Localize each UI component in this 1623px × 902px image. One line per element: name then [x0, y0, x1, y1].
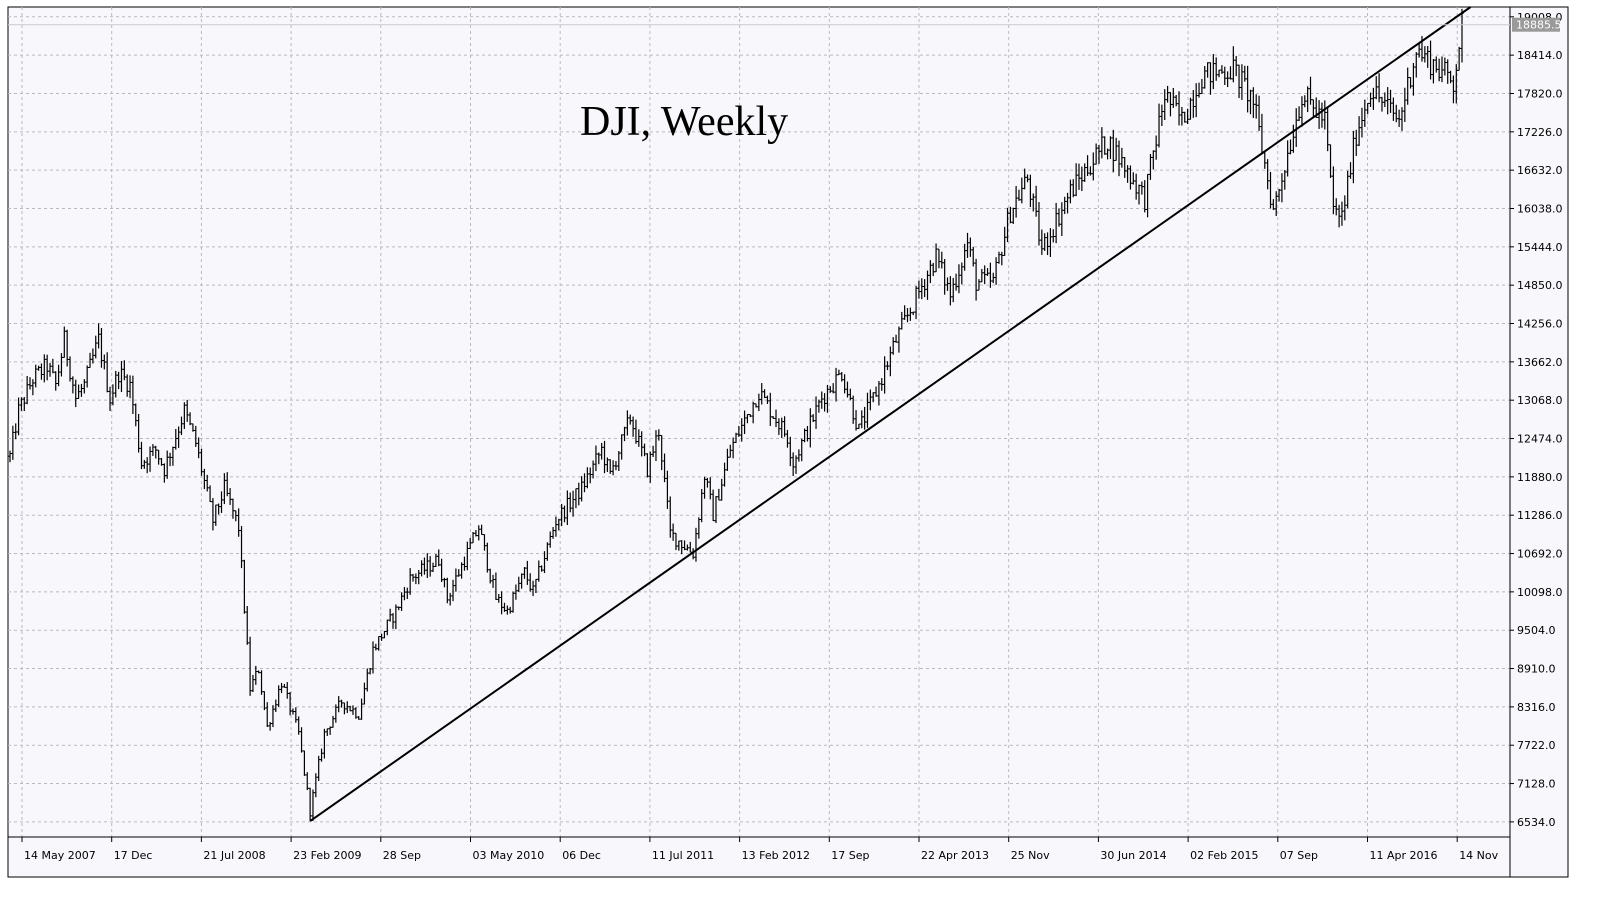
y-tick-label: 18414.0 [1517, 49, 1563, 62]
y-tick-label: 13662.0 [1517, 356, 1563, 369]
x-tick-label: 02 Feb 2015 [1190, 849, 1258, 862]
x-tick-label: 28 Sep [383, 849, 421, 862]
current-price-label: 18885.5 [1516, 19, 1562, 32]
y-tick-label: 11880.0 [1517, 471, 1563, 484]
x-tick-label: 13 Feb 2012 [742, 849, 810, 862]
y-tick-label: 6534.0 [1517, 816, 1556, 829]
y-tick-label: 15444.0 [1517, 241, 1563, 254]
x-tick-label: 21 Jul 2008 [203, 849, 265, 862]
y-tick-label: 7128.0 [1517, 778, 1556, 791]
x-tick-label: 06 Dec [562, 849, 601, 862]
y-tick-label: 10098.0 [1517, 586, 1563, 599]
y-tick-label: 9504.0 [1517, 624, 1556, 637]
y-tick-label: 17226.0 [1517, 126, 1563, 139]
y-tick-label: 17820.0 [1517, 87, 1563, 100]
x-tick-label: 07 Sep [1280, 849, 1318, 862]
y-tick-label: 8910.0 [1517, 663, 1556, 676]
y-tick-label: 10692.0 [1517, 548, 1563, 561]
x-tick-label: 30 Jun 2014 [1100, 849, 1166, 862]
y-tick-label: 8316.0 [1517, 701, 1556, 714]
x-tick-label: 14 Nov [1459, 849, 1498, 862]
y-tick-label: 7722.0 [1517, 739, 1556, 752]
y-tick-label: 16632.0 [1517, 164, 1563, 177]
y-tick-label: 13068.0 [1517, 394, 1563, 407]
x-axis: 14 May 2007 17 Dec 21 Jul 2008 23 Feb 2009 2… [8, 836, 1510, 862]
y-tick-label: 11286.0 [1517, 509, 1563, 522]
x-tick-label: 14 May 2007 [24, 849, 96, 862]
x-tick-label: 23 Feb 2009 [293, 849, 361, 862]
x-tick-label: 03 May 2010 [473, 849, 545, 862]
y-tick-label: 16038.0 [1517, 202, 1563, 215]
current-price-badge [1512, 17, 1560, 32]
trendline [309, 6, 1472, 822]
x-tick-label: 17 Dec [114, 849, 153, 862]
x-tick-label: 11 Jul 2011 [652, 849, 714, 862]
current-price-marker: 18885.5 [8, 17, 1562, 32]
y-tick-label: 14850.0 [1517, 279, 1563, 292]
x-tick-label: 22 Apr 2013 [921, 849, 989, 862]
x-tick-label: 11 Apr 2016 [1370, 849, 1438, 862]
trendline-layer [309, 6, 1472, 822]
y-tick-label: 12474.0 [1517, 433, 1563, 446]
y-axis: 6534.0 7128.0 7722.0 8316.0 8910.0 9504.0 1009… [1509, 7, 1563, 877]
y-tick-label: 14256.0 [1517, 318, 1563, 331]
chart-title: DJI, Weekly [580, 99, 788, 145]
x-tick-label: 25 Nov [1011, 849, 1050, 862]
x-tick-label: 17 Sep [831, 849, 869, 862]
